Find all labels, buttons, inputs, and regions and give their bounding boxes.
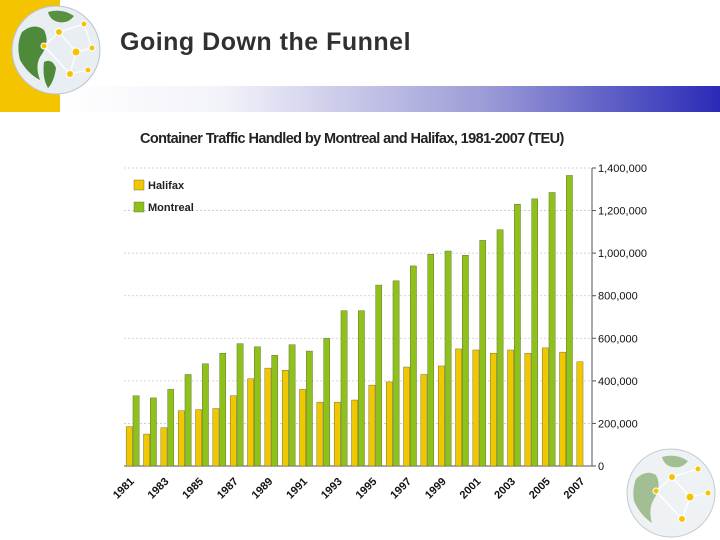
bar-halifax-1987 <box>229 395 237 467</box>
x-tick-label: 2005 <box>527 476 553 502</box>
x-tick-label: 1993 <box>319 476 345 502</box>
bar-montreal-1997 <box>410 265 417 467</box>
slide-header <box>0 0 720 86</box>
bar-halifax-1986 <box>212 408 220 467</box>
x-tick-label: 1981 <box>111 476 137 502</box>
x-tick-label: 1997 <box>388 476 414 502</box>
x-tick-label: 1991 <box>284 476 310 502</box>
bar-montreal-2000 <box>462 255 469 467</box>
bar-halifax-1996 <box>385 381 393 467</box>
bar-montreal-2003 <box>514 203 521 467</box>
bar-montreal-1982 <box>150 397 157 467</box>
y-tick-label: 400,000 <box>598 376 638 388</box>
y-tick-label: 1,000,000 <box>598 248 647 260</box>
y-tick-label: 800,000 <box>598 291 638 303</box>
bar-halifax-1993 <box>333 401 341 467</box>
y-tick-label: 200,000 <box>598 418 638 430</box>
slide-title: Going Down the Funnel <box>120 28 412 56</box>
bar-halifax-1999 <box>437 365 445 467</box>
x-tick-label: 1999 <box>423 476 449 502</box>
bar-halifax-1997 <box>403 366 410 467</box>
bar-halifax-1995 <box>368 384 376 467</box>
bar-halifax-2007 <box>576 361 584 467</box>
bar-montreal-2006 <box>566 175 573 467</box>
bar-montreal-1996 <box>392 280 400 467</box>
bar-montreal-1995 <box>375 284 383 467</box>
bar-halifax-2005 <box>541 347 549 467</box>
chart-title: Container Traffic Handled by Montreal an… <box>140 131 564 147</box>
legend-label-halifax: Halifax <box>148 180 185 192</box>
globe-network-footer-icon <box>626 448 716 538</box>
bar-halifax-1990 <box>281 370 289 467</box>
header-gradient-bar <box>60 86 720 112</box>
bar-halifax-1985 <box>195 409 202 467</box>
bar-halifax-2002 <box>489 352 497 467</box>
x-tick-label: 1987 <box>215 476 241 502</box>
bar-halifax-2001 <box>472 349 480 467</box>
bar-halifax-2000 <box>455 348 462 467</box>
bar-halifax-2006 <box>559 351 566 467</box>
bar-montreal-1998 <box>427 254 435 467</box>
y-tick-label: 1,400,000 <box>598 163 647 175</box>
bar-halifax-2004 <box>524 352 532 467</box>
bar-montreal-2004 <box>531 198 539 467</box>
x-tick-label: 2007 <box>562 476 588 502</box>
bar-halifax-1984 <box>177 410 185 467</box>
bar-halifax-1983 <box>160 427 168 467</box>
bar-montreal-1994 <box>358 310 365 467</box>
bar-halifax-1994 <box>351 399 358 467</box>
bar-montreal-1987 <box>236 343 244 467</box>
bar-halifax-1981 <box>125 426 133 467</box>
bar-halifax-1992 <box>316 401 324 467</box>
y-tick-label: 0 <box>598 461 604 473</box>
bar-halifax-2003 <box>507 349 514 467</box>
bar-montreal-1984 <box>184 374 192 467</box>
bar-halifax-1982 <box>143 433 150 467</box>
y-tick-label: 1,200,000 <box>598 206 647 218</box>
x-tick-label: 2001 <box>458 476 484 502</box>
bar-montreal-1989 <box>271 355 279 467</box>
bar-montreal-1999 <box>444 250 452 467</box>
bar-montreal-1985 <box>202 363 209 467</box>
x-tick-label: 1989 <box>250 476 276 502</box>
x-tick-label: 1983 <box>146 476 172 502</box>
bar-montreal-1983 <box>167 389 175 467</box>
bar-montreal-1986 <box>219 352 227 467</box>
bar-montreal-2002 <box>496 229 504 467</box>
x-tick-label: 2003 <box>492 476 518 502</box>
bar-halifax-1998 <box>420 374 428 467</box>
bar-montreal-1990 <box>288 344 296 467</box>
bar-montreal-2001 <box>479 240 487 467</box>
globe-network-logo-icon <box>11 5 101 95</box>
y-tick-label: 600,000 <box>598 333 638 345</box>
bar-montreal-1992 <box>323 338 331 467</box>
bar-montreal-1991 <box>306 350 313 467</box>
bar-halifax-1991 <box>299 389 306 467</box>
bar-montreal-2005 <box>548 192 556 467</box>
x-tick-label: 1985 <box>180 476 206 502</box>
bar-halifax-1988 <box>247 378 254 467</box>
legend-swatch-montreal <box>133 201 145 213</box>
bar-montreal-1993 <box>340 310 348 467</box>
bar-montreal-1981 <box>132 395 140 467</box>
bar-montreal-1988 <box>254 346 261 467</box>
legend-swatch-halifax <box>133 179 145 191</box>
bar-halifax-1989 <box>264 367 272 467</box>
x-tick-label: 1995 <box>354 476 380 502</box>
legend-label-montreal: Montreal <box>148 202 194 214</box>
